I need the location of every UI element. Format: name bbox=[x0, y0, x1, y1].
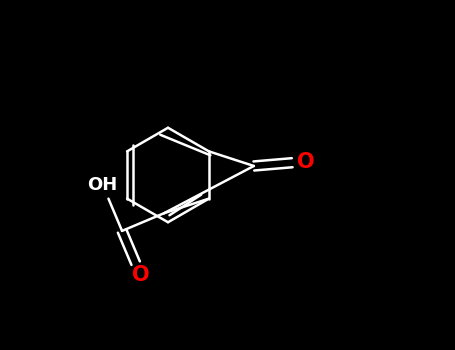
Text: OH: OH bbox=[88, 176, 118, 194]
Text: O: O bbox=[297, 152, 314, 172]
Text: O: O bbox=[132, 265, 150, 285]
